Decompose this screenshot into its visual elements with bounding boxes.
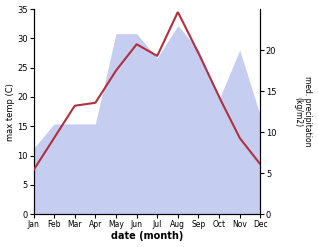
Y-axis label: med. precipitation
(kg/m2): med. precipitation (kg/m2) [293, 76, 313, 147]
X-axis label: date (month): date (month) [111, 231, 183, 242]
Y-axis label: max temp (C): max temp (C) [5, 83, 15, 141]
